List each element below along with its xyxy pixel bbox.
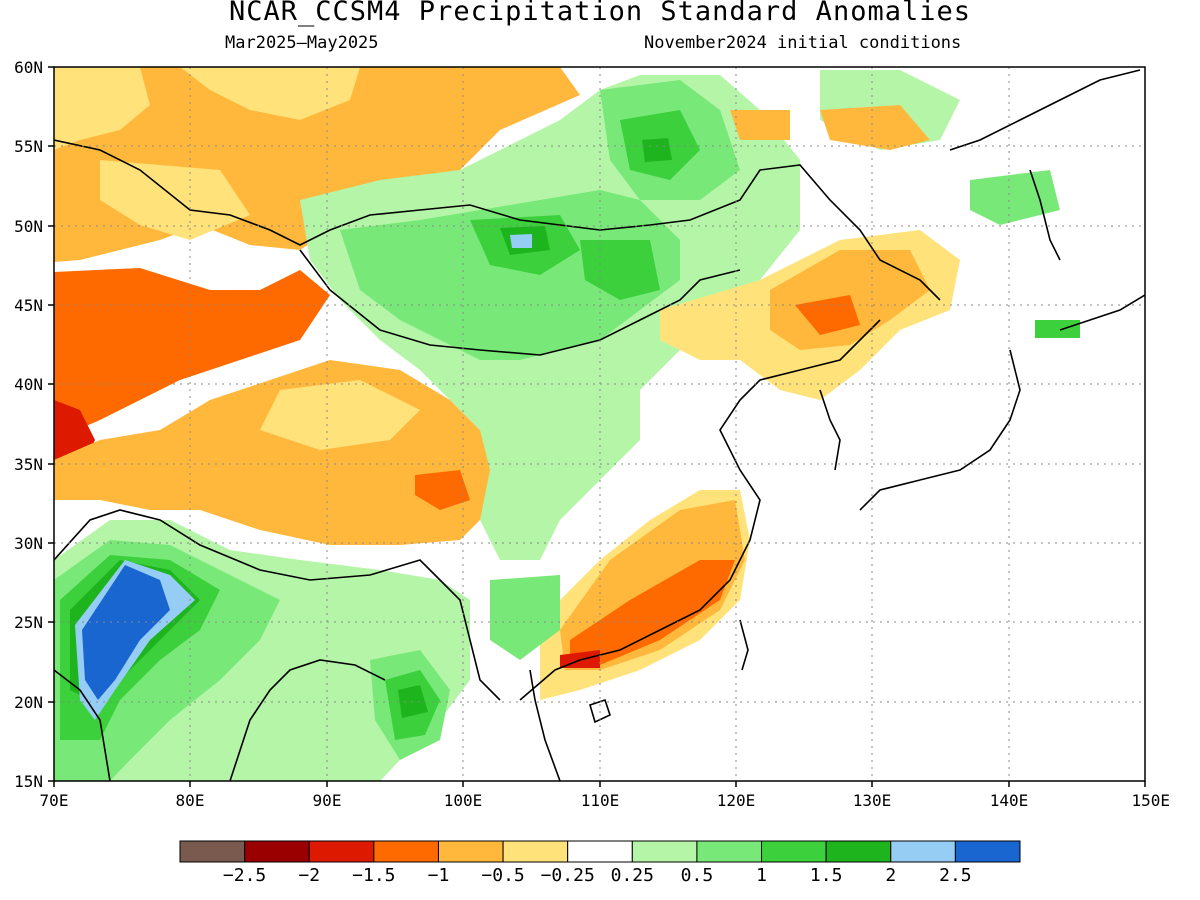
colorbar-swatch (825, 840, 892, 863)
lat-tick-label: 25N (14, 613, 43, 632)
dry-anomaly-region (415, 470, 470, 510)
map-gridlines (54, 67, 1145, 781)
lat-tick-label: 15N (14, 772, 43, 791)
dry-anomaly-region (54, 67, 150, 150)
dry-anomaly-region (570, 560, 735, 665)
longitude-labels: 70E 80E 90E 100E 110E 120E 130E 140E 150… (40, 791, 1170, 810)
colorbar-label: −2.5 (223, 865, 266, 886)
dry-anomaly-region (820, 105, 930, 150)
wet-anomaly-region (642, 138, 672, 162)
colorbar-label: 2.5 (939, 865, 972, 886)
anomaly-field (54, 67, 1080, 781)
colorbar-label: −0.25 (541, 865, 595, 886)
lon-tick-label: 100E (444, 791, 483, 810)
colorbar-swatch (696, 840, 763, 863)
colorbar-swatch (437, 840, 504, 863)
lon-tick-label: 90E (313, 791, 342, 810)
colorbar-swatch (761, 840, 827, 863)
wet-anomaly-region (970, 170, 1060, 225)
dry-anomaly-region (54, 268, 330, 440)
colorbar-label: 1 (756, 865, 767, 886)
colorbar-swatch (179, 840, 246, 863)
wet-anomaly-region (82, 565, 170, 700)
initial-conditions: November2024 initial conditions (644, 33, 962, 53)
colorbar-swatch (631, 840, 698, 863)
forecast-period: Mar2025–May2025 (225, 33, 379, 53)
lon-tick-label: 80E (176, 791, 205, 810)
latitude-labels: 60N 55N 50N 45N 40N 35N 30N 25N 20N 15N (14, 58, 43, 791)
lat-tick-label: 20N (14, 693, 43, 712)
colorbar-label: 2 (885, 865, 896, 886)
lat-tick-label: 35N (14, 455, 43, 474)
lat-tick-label: 40N (14, 375, 43, 394)
wet-anomaly-region (490, 575, 560, 660)
dry-anomaly-region (730, 110, 790, 140)
wet-anomaly-region (340, 190, 680, 360)
lon-tick-label: 70E (40, 791, 69, 810)
colorbar-swatch (373, 840, 439, 863)
lon-tick-label: 140E (990, 791, 1029, 810)
colorbar-swatch (244, 840, 310, 863)
lat-tick-label: 45N (14, 296, 43, 315)
tick-marks (48, 66, 1146, 787)
colorbar-swatch (890, 840, 956, 863)
colorbar-label: 0.25 (611, 865, 654, 886)
wet-anomaly-region (1035, 320, 1080, 338)
colorbar-swatch (502, 840, 569, 863)
dry-anomaly-region (180, 67, 360, 120)
colorbar-label: 1.5 (810, 865, 843, 886)
colorbar-swatch (567, 840, 633, 863)
lat-tick-label: 55N (14, 137, 43, 156)
wet-anomaly-region (510, 234, 532, 248)
colorbar-swatch (954, 840, 1021, 863)
lon-tick-label: 130E (853, 791, 892, 810)
colorbar: −2.5 −2 −1.5 −1 −0.5 −0.25 0.25 0.5 1 1.5 2 2.5 (179, 840, 1021, 886)
colorbar-label: −2 (298, 865, 320, 886)
colorbar-label: −1.5 (352, 865, 395, 886)
lat-tick-label: 30N (14, 534, 43, 553)
colorbar-label: −0.5 (481, 865, 524, 886)
dry-anomaly-region (100, 160, 250, 240)
colorbar-label: 0.5 (681, 865, 714, 886)
lon-tick-label: 120E (717, 791, 756, 810)
lat-tick-label: 60N (14, 58, 43, 77)
lat-tick-label: 50N (14, 217, 43, 236)
map-title: NCAR_CCSM4 Precipitation Standard Anomal… (229, 0, 971, 27)
coastlines (54, 69, 1145, 781)
lon-tick-label: 110E (581, 791, 620, 810)
colorbar-swatch (308, 840, 375, 863)
colorbar-label: −1 (428, 865, 450, 886)
dry-anomaly-region (260, 380, 420, 450)
lon-tick-label: 150E (1131, 791, 1170, 810)
